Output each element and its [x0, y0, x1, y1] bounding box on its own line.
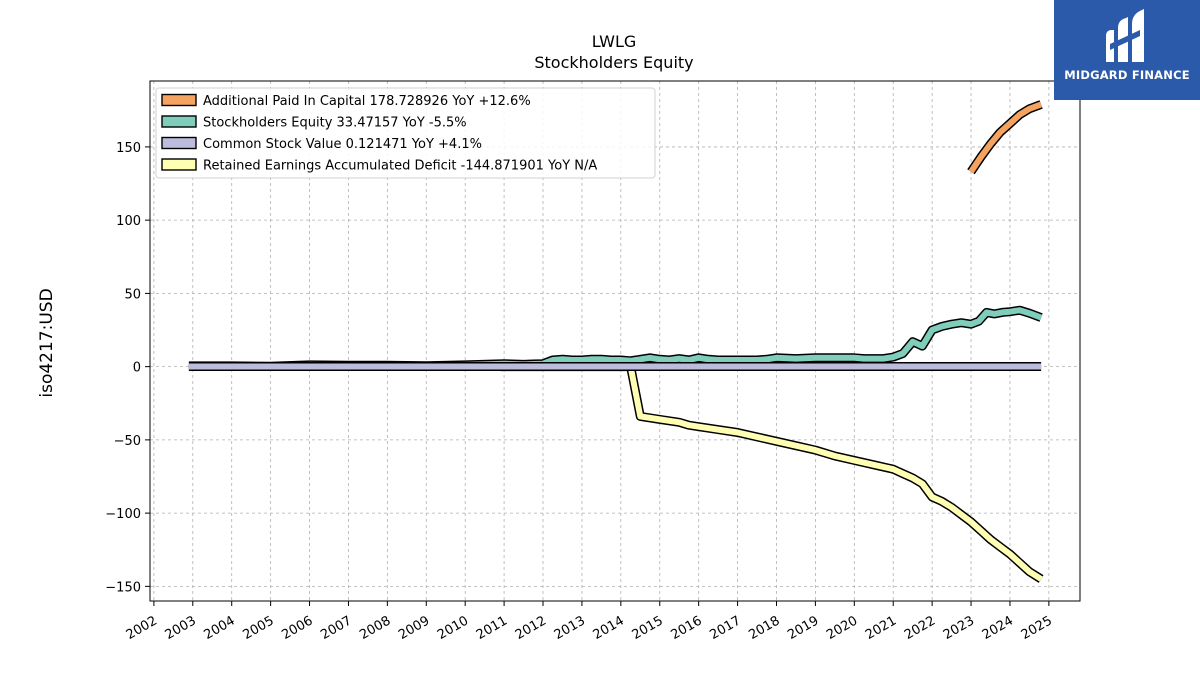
y-axis-label: iso4217:USD	[37, 288, 57, 397]
x-tick-label: 2019	[785, 613, 821, 643]
x-tick-label: 2003	[163, 613, 199, 643]
x-tick-label: 2020	[824, 613, 860, 643]
y-tick-label: 100	[116, 214, 141, 229]
midgard-logo-icon	[1106, 9, 1144, 62]
x-tick-label: 2013	[552, 613, 588, 643]
x-tick-label: 2022	[902, 613, 938, 643]
x-tick-label: 2005	[240, 613, 276, 643]
chart-title: LWLG	[592, 32, 637, 51]
legend-swatch-additional-paid-in-capital	[161, 93, 197, 107]
chart-subtitle: Stockholders Equity	[534, 53, 693, 72]
plot-area-frame	[149, 80, 1081, 602]
x-tick-label: 2017	[707, 613, 743, 643]
x-tick-label: 2002	[124, 613, 160, 643]
x-tick-label: 2009	[396, 613, 432, 643]
legend-box	[155, 87, 656, 179]
additional-paid-in-capital-outline	[967, 100, 1043, 175]
x-tick-label: 2010	[435, 613, 471, 643]
x-tick-label: 2006	[279, 613, 315, 643]
x-tick-label: 2012	[513, 613, 549, 643]
x-tick-label: 2015	[630, 613, 666, 643]
x-tick-label: 2008	[357, 613, 393, 643]
x-tick-label: 2014	[591, 613, 627, 643]
x-tick-label: 2011	[474, 613, 510, 643]
midgard-finance-logo: MIDGARD FINANCE	[1054, 0, 1200, 100]
x-tick-label: 2021	[863, 613, 899, 643]
legend: Additional Paid In Capital 178.728926 Yo…	[155, 87, 656, 179]
y-tick-label: −150	[105, 580, 141, 595]
legend-label-common-stock-value: Common Stock Value 0.121471 YoY +4.1%	[203, 137, 482, 152]
retained-earnings-accumulated-deficit-outline	[500, 362, 1044, 583]
x-tick-label: 2024	[980, 613, 1016, 643]
legend-label-additional-paid-in-capital: Additional Paid In Capital 178.728926 Yo…	[203, 94, 531, 109]
x-tick-label: 2018	[746, 613, 782, 643]
x-tick-label: 2016	[669, 613, 705, 643]
legend-swatch-stockholders-equity	[161, 115, 197, 128]
y-tick-label: 150	[116, 141, 141, 156]
legend-label-retained-earnings-accumulated-deficit: Retained Earnings Accumulated Deficit -1…	[203, 159, 597, 174]
legend-label-stockholders-equity: Stockholders Equity 33.47157 YoY -5.5%	[203, 116, 467, 131]
x-tick-label: 2007	[318, 613, 354, 643]
y-tick-label: 0	[133, 361, 141, 376]
x-tick-label: 2004	[202, 613, 238, 643]
legend-swatch-common-stock-value	[161, 136, 197, 150]
series-layer	[188, 100, 1044, 583]
x-tick-label: 2025	[1019, 613, 1055, 643]
y-tick-label: −100	[105, 507, 141, 522]
x-tick-label: 2023	[941, 613, 977, 643]
x-axis: 2002 2003 2004 2005 2006 2007 2008 2009 2010 2011…	[124, 601, 1055, 643]
y-axis: −150 −100 −50 0 50 100 150	[105, 141, 150, 595]
retained-earnings-accumulated-deficit-line	[500, 363, 1043, 582]
legend-swatch-retained-earnings-accumulated-deficit	[161, 158, 197, 171]
y-tick-label: −50	[114, 434, 141, 449]
brand-name: MIDGARD FINANCE	[1064, 68, 1190, 82]
y-tick-label: 50	[124, 287, 141, 302]
additional-paid-in-capital-line	[968, 101, 1043, 174]
